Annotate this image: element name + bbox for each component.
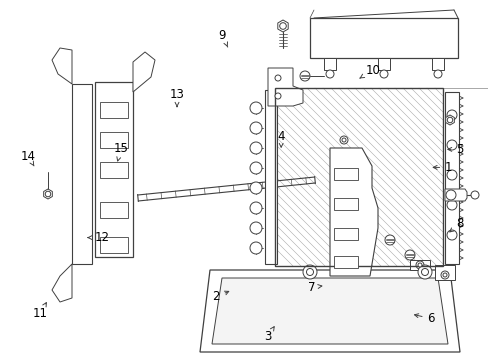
- Circle shape: [446, 200, 456, 210]
- Text: 13: 13: [169, 88, 184, 107]
- Circle shape: [415, 261, 423, 269]
- Bar: [264, 90, 276, 264]
- Circle shape: [306, 269, 313, 275]
- Bar: [95, 82, 133, 257]
- Circle shape: [249, 142, 262, 154]
- Circle shape: [339, 136, 347, 144]
- Polygon shape: [329, 148, 377, 276]
- Circle shape: [249, 182, 262, 194]
- Polygon shape: [212, 278, 447, 344]
- Text: 6: 6: [414, 312, 434, 325]
- Bar: [309, 18, 457, 58]
- Polygon shape: [52, 48, 72, 84]
- Bar: [333, 228, 357, 240]
- Bar: [100, 102, 128, 118]
- Text: 14: 14: [21, 150, 36, 166]
- Text: 4: 4: [277, 130, 285, 147]
- Polygon shape: [52, 264, 72, 302]
- Text: 12: 12: [88, 231, 109, 244]
- Text: 8: 8: [449, 217, 463, 232]
- Bar: [444, 92, 458, 264]
- Circle shape: [442, 273, 446, 277]
- Circle shape: [249, 202, 262, 214]
- Circle shape: [274, 75, 281, 81]
- Text: 10: 10: [359, 64, 379, 78]
- Text: 1: 1: [432, 161, 452, 174]
- Polygon shape: [434, 265, 454, 280]
- Circle shape: [341, 138, 346, 142]
- Bar: [333, 198, 357, 210]
- Circle shape: [446, 230, 456, 240]
- Polygon shape: [267, 68, 303, 106]
- Polygon shape: [200, 270, 459, 352]
- Circle shape: [249, 242, 262, 254]
- Bar: [100, 162, 128, 178]
- Circle shape: [404, 250, 414, 260]
- Bar: [100, 202, 128, 218]
- Polygon shape: [445, 115, 453, 125]
- Text: 7: 7: [307, 281, 321, 294]
- Bar: [100, 132, 128, 148]
- Circle shape: [417, 263, 421, 267]
- Circle shape: [249, 162, 262, 174]
- Circle shape: [325, 70, 333, 78]
- Text: 11: 11: [33, 303, 47, 320]
- Circle shape: [421, 269, 427, 275]
- Circle shape: [384, 235, 394, 245]
- Text: 3: 3: [263, 327, 274, 343]
- Circle shape: [45, 191, 51, 197]
- Polygon shape: [377, 58, 389, 70]
- Bar: [274, 88, 442, 266]
- Polygon shape: [133, 52, 155, 92]
- Circle shape: [249, 122, 262, 134]
- Text: 5: 5: [447, 143, 463, 156]
- Circle shape: [446, 110, 456, 120]
- Circle shape: [299, 71, 309, 81]
- Polygon shape: [409, 260, 429, 270]
- Circle shape: [379, 70, 387, 78]
- Polygon shape: [277, 20, 287, 32]
- Circle shape: [446, 170, 456, 180]
- Circle shape: [447, 117, 452, 123]
- Circle shape: [417, 265, 431, 279]
- Circle shape: [470, 191, 478, 199]
- Polygon shape: [431, 58, 443, 70]
- Circle shape: [440, 271, 448, 279]
- Bar: [333, 256, 357, 268]
- Polygon shape: [444, 189, 466, 201]
- Circle shape: [274, 93, 281, 99]
- Circle shape: [279, 23, 285, 29]
- Circle shape: [445, 190, 455, 200]
- Text: 15: 15: [114, 142, 128, 161]
- Circle shape: [303, 265, 316, 279]
- Circle shape: [249, 102, 262, 114]
- Circle shape: [446, 140, 456, 150]
- Bar: [274, 88, 442, 266]
- Bar: [72, 84, 92, 264]
- Text: 9: 9: [218, 29, 227, 47]
- Polygon shape: [43, 189, 52, 199]
- Polygon shape: [324, 58, 335, 70]
- Text: 2: 2: [212, 291, 228, 303]
- Circle shape: [249, 222, 262, 234]
- Circle shape: [433, 70, 441, 78]
- Bar: [100, 237, 128, 253]
- Bar: [333, 168, 357, 180]
